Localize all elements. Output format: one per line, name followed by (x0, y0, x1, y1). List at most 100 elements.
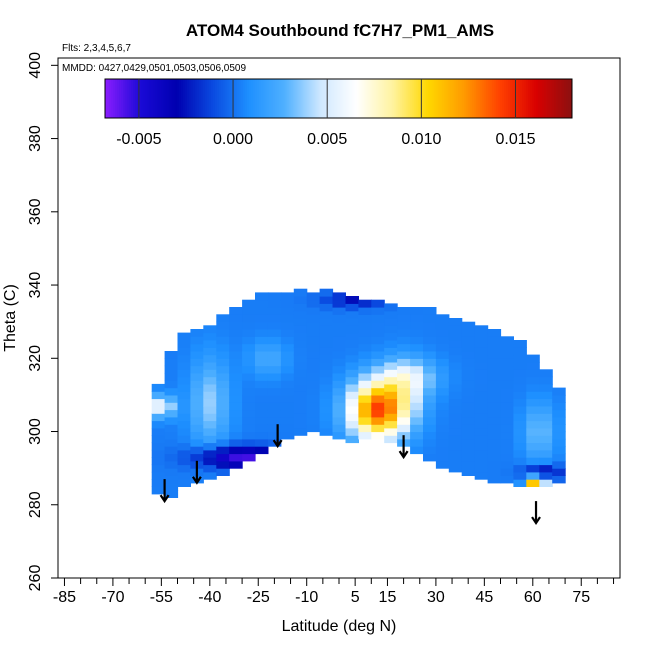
colorbar-swatch (342, 79, 345, 118)
heatmap-cell (177, 413, 191, 422)
heatmap-cell (332, 299, 346, 308)
colorbar-tick-label: 0.000 (213, 131, 253, 148)
colorbar-swatch (116, 79, 120, 118)
x-tick-label: -25 (247, 589, 270, 606)
colorbar-swatch (426, 79, 429, 118)
colorbar-swatch (402, 79, 405, 118)
heatmap-cell (358, 431, 372, 440)
heatmap-cell (293, 347, 308, 356)
colorbar-swatch (560, 79, 563, 118)
heatmap-cell (461, 468, 476, 476)
heatmap-cell (255, 321, 269, 330)
colorbar-swatch (562, 79, 565, 118)
heatmap-cell (487, 438, 502, 447)
heatmap-cell (384, 435, 398, 444)
colorbar-swatch (436, 79, 439, 118)
heatmap-cell (526, 413, 540, 422)
heatmap-cell (397, 365, 411, 374)
heatmap-cell (474, 464, 489, 473)
heatmap-cell (474, 457, 489, 466)
heatmap-cell (526, 420, 540, 429)
colorbar-swatch (510, 79, 513, 118)
colorbar-swatch (424, 79, 427, 118)
colorbar-swatch (280, 79, 284, 118)
colorbar-swatch (428, 79, 431, 118)
colorbar-swatch (198, 79, 202, 118)
colorbar-swatch (166, 79, 170, 118)
colorbar-swatch (294, 79, 297, 118)
colorbar-swatch (246, 79, 250, 118)
heatmap-cell (474, 347, 489, 356)
heatmap-cell (293, 340, 308, 348)
heatmap-cell (151, 398, 166, 407)
x-tick-label: 5 (351, 589, 360, 606)
heatmap-cell (397, 307, 411, 315)
heatmap-cell (345, 354, 359, 363)
colorbar-swatch (556, 79, 559, 118)
heatmap-cell (190, 402, 204, 411)
heatmap-cell (177, 361, 191, 370)
heatmap-cell (229, 387, 243, 396)
colorbar-swatch (432, 79, 435, 118)
heatmap-cell (216, 424, 230, 433)
heatmap-cell (552, 431, 566, 440)
heatmap-cell (293, 303, 308, 312)
heatmap-cell (435, 438, 450, 447)
heatmap-cell (539, 398, 553, 407)
heatmap-cell (242, 446, 256, 455)
heatmap-cell (177, 383, 191, 392)
heatmap-cell (151, 405, 166, 414)
heatmap-cell (280, 394, 295, 403)
colorbar-frame (104, 78, 573, 119)
colorbar-swatch (172, 79, 176, 118)
heatmap-cell (242, 394, 256, 403)
heatmap-cell (319, 332, 334, 341)
heatmap-cell (319, 398, 334, 407)
heatmap-cell (332, 343, 346, 352)
heatmap-cell (371, 365, 385, 374)
colorbar-swatch (570, 79, 573, 118)
heatmap-cell (293, 413, 308, 422)
heatmap-cell (371, 343, 385, 352)
colorbar-swatch (396, 79, 399, 118)
colorbar-swatch (460, 79, 463, 118)
colorbar-swatch (438, 79, 441, 118)
heatmap-cell (423, 321, 437, 330)
colorbar-swatch (382, 79, 385, 118)
colorbar-swatch (360, 79, 363, 118)
heatmap-cell (332, 336, 346, 345)
heatmap-cell (242, 416, 256, 425)
colorbar-swatch (368, 79, 371, 118)
colorbar-swatch (266, 79, 270, 118)
heatmap-cell (255, 424, 269, 433)
colorbar-swatch (160, 79, 164, 118)
heatmap-cell (384, 413, 398, 422)
colorbar-swatch (454, 79, 457, 118)
heatmap-cell (345, 347, 359, 356)
heatmap-cell (552, 453, 566, 462)
heatmap-cell (216, 446, 230, 455)
heatmap-cell (177, 471, 191, 480)
heatmap-cell (319, 376, 334, 385)
heatmap-cell (448, 369, 463, 378)
heatmap-cell (513, 464, 527, 473)
colorbar-swatch (336, 79, 339, 118)
heatmap-cell (487, 475, 502, 484)
heatmap-cell (423, 431, 437, 440)
arrow-head (159, 494, 170, 504)
heatmap-cell (474, 442, 489, 451)
colorbar-swatch (278, 79, 282, 118)
heatmap-cell (306, 394, 321, 403)
heatmap-cell (384, 376, 398, 385)
heatmap-cell (435, 372, 450, 381)
heatmap-cell (190, 394, 204, 403)
heatmap-cell (332, 409, 346, 418)
heatmap-cell (358, 307, 372, 315)
colorbar-swatch (476, 79, 479, 118)
x-tick-label: 45 (475, 589, 493, 606)
colorbar-swatch (110, 79, 114, 118)
heatmap-cell (435, 365, 450, 374)
heatmap-cell (151, 413, 166, 422)
heatmap-cell (500, 468, 514, 476)
colorbar-swatch (284, 79, 288, 118)
